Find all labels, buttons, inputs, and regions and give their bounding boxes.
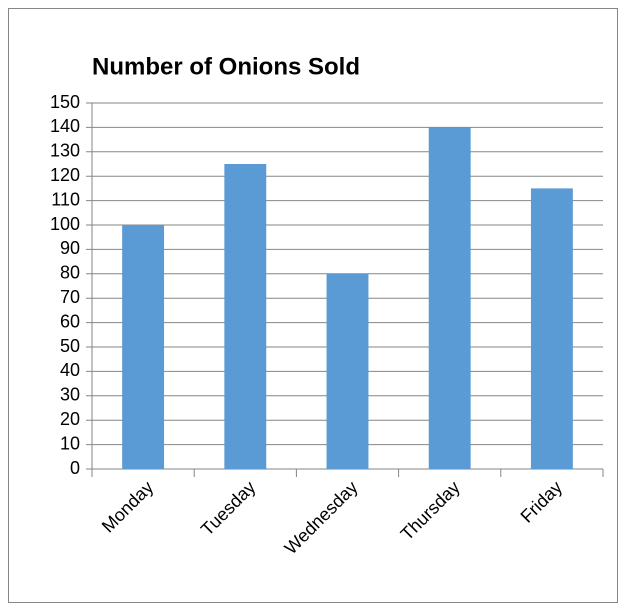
bar <box>530 188 573 469</box>
bar <box>224 164 267 469</box>
y-tick-label: 150 <box>50 92 80 112</box>
y-tick-label: 90 <box>60 238 80 258</box>
y-tick-label: 70 <box>60 287 80 307</box>
y-tick-label: 140 <box>50 116 80 136</box>
bar <box>326 273 369 469</box>
chart-border <box>8 8 618 603</box>
y-tick-label: 120 <box>50 165 80 185</box>
y-tick-label: 50 <box>60 336 80 356</box>
y-tick-label: 100 <box>50 214 80 234</box>
bar <box>428 127 471 470</box>
y-tick-label: 60 <box>60 311 80 331</box>
y-tick-label: 110 <box>51 189 80 209</box>
y-tick-label: 0 <box>70 458 80 478</box>
y-tick-label: 130 <box>50 141 80 161</box>
y-tick-label: 10 <box>60 433 80 453</box>
y-tick-label: 20 <box>60 409 80 429</box>
y-tick-label: 40 <box>60 360 80 380</box>
y-tick-label: 30 <box>60 385 80 405</box>
chart-title: Number of Onions Sold <box>92 53 360 80</box>
y-tick-label: 80 <box>60 263 80 283</box>
bar <box>122 225 165 469</box>
